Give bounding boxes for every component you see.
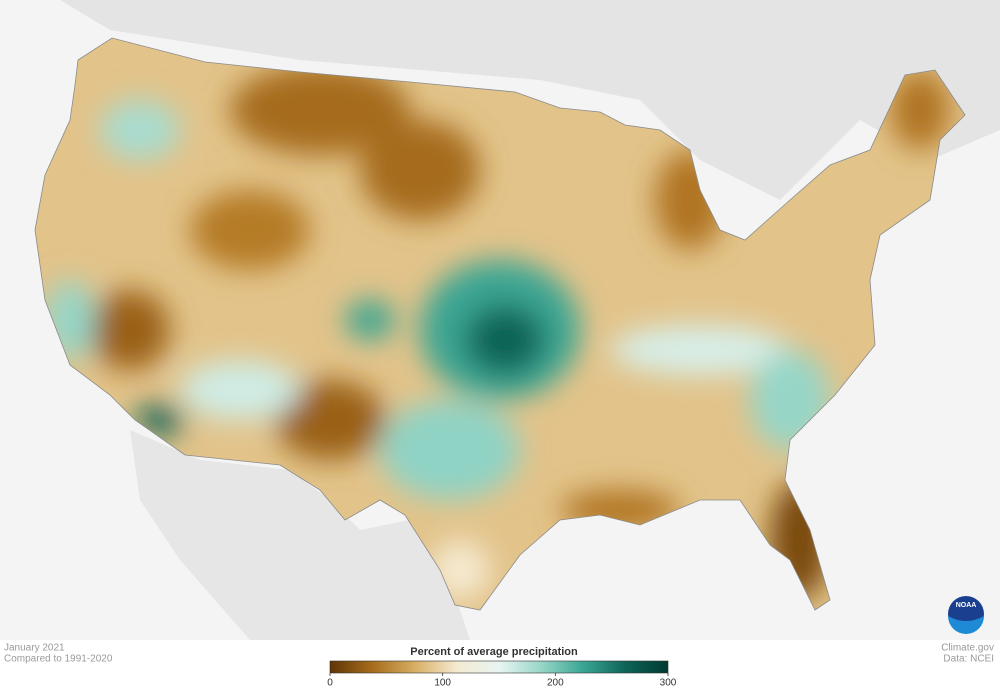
legend-title: Percent of average precipitation: [410, 646, 578, 658]
legend-tick-label: 100: [434, 678, 451, 689]
date: January 2021: [4, 643, 65, 654]
logo-text: NOAA: [956, 602, 977, 609]
credit: Climate.gov: [941, 643, 994, 654]
baseline: Compared to 1991-2020: [4, 654, 113, 665]
legend-tick-label: 0: [327, 678, 333, 689]
legend-colorbar: [329, 660, 669, 674]
legend-tick-label: 300: [660, 678, 677, 689]
source: Data: NCEI: [943, 654, 994, 665]
mexico: [130, 430, 470, 640]
canada: [0, 0, 1000, 200]
noaa-logo: NOAA: [948, 596, 984, 634]
legend-tick-label: 200: [547, 678, 564, 689]
